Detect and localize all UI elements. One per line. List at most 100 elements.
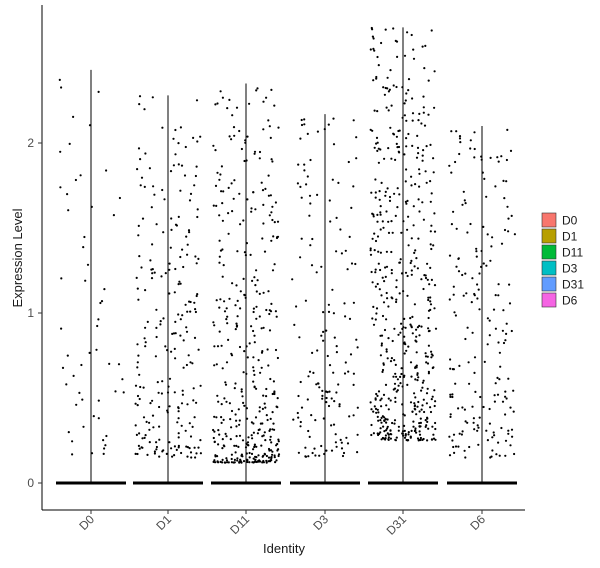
data-point bbox=[140, 176, 144, 179]
data-point bbox=[136, 394, 140, 398]
data-point bbox=[221, 458, 224, 461]
data-point bbox=[369, 48, 372, 51]
data-point bbox=[480, 249, 483, 253]
data-point bbox=[400, 372, 403, 376]
data-point bbox=[377, 250, 380, 253]
data-point bbox=[217, 461, 220, 464]
data-point bbox=[383, 157, 386, 160]
points-d3 bbox=[291, 117, 359, 458]
data-point bbox=[501, 400, 505, 403]
data-point bbox=[251, 279, 254, 282]
data-point bbox=[229, 438, 232, 441]
data-point bbox=[391, 339, 394, 343]
data-point bbox=[173, 291, 176, 294]
data-point bbox=[426, 355, 429, 358]
data-point bbox=[248, 102, 251, 105]
data-point bbox=[161, 188, 164, 192]
data-point bbox=[239, 290, 242, 293]
data-point bbox=[254, 284, 257, 287]
data-point bbox=[454, 382, 457, 385]
data-point bbox=[262, 100, 265, 103]
data-point bbox=[356, 451, 359, 454]
data-point bbox=[429, 300, 432, 303]
data-point bbox=[385, 210, 388, 213]
data-point bbox=[513, 452, 516, 456]
data-point bbox=[348, 317, 352, 320]
data-point bbox=[313, 447, 316, 450]
data-point bbox=[262, 394, 265, 397]
data-point bbox=[395, 85, 398, 89]
data-point bbox=[391, 421, 394, 425]
data-point bbox=[466, 421, 469, 424]
data-point bbox=[189, 435, 193, 438]
data-point bbox=[253, 341, 256, 344]
data-point bbox=[249, 253, 252, 256]
data-point bbox=[356, 346, 359, 349]
data-point bbox=[500, 155, 503, 158]
data-point bbox=[225, 361, 229, 364]
data-point bbox=[489, 156, 492, 159]
data-point bbox=[74, 178, 77, 182]
data-point bbox=[217, 429, 220, 432]
data-point bbox=[380, 342, 383, 345]
data-point bbox=[265, 395, 268, 398]
data-point bbox=[337, 383, 340, 386]
data-point bbox=[228, 297, 231, 300]
data-point bbox=[179, 282, 182, 285]
data-point bbox=[342, 451, 346, 455]
data-point bbox=[429, 200, 432, 203]
data-point bbox=[394, 438, 397, 441]
legend-item-d3: D3 bbox=[541, 260, 578, 276]
data-point bbox=[506, 205, 509, 208]
data-point bbox=[404, 200, 407, 203]
data-point bbox=[407, 244, 410, 247]
data-point bbox=[406, 199, 409, 202]
plot-area bbox=[56, 26, 517, 485]
data-point bbox=[488, 407, 491, 411]
data-point bbox=[370, 408, 373, 411]
data-point bbox=[162, 317, 165, 320]
data-point bbox=[253, 445, 256, 448]
data-point bbox=[303, 169, 306, 172]
data-point bbox=[296, 182, 299, 185]
data-point bbox=[262, 128, 265, 131]
data-point bbox=[463, 408, 466, 411]
data-point bbox=[225, 400, 228, 403]
data-point bbox=[228, 402, 231, 405]
data-point bbox=[248, 461, 251, 464]
data-point bbox=[246, 356, 249, 359]
data-point bbox=[144, 326, 147, 329]
data-point bbox=[416, 437, 420, 440]
data-point bbox=[431, 366, 434, 370]
data-point bbox=[181, 314, 184, 317]
data-point bbox=[144, 152, 147, 155]
data-point bbox=[350, 206, 353, 209]
data-point bbox=[395, 298, 398, 301]
data-point bbox=[417, 152, 420, 155]
data-point bbox=[137, 147, 141, 150]
data-point bbox=[274, 201, 277, 204]
data-point bbox=[384, 383, 388, 386]
data-point bbox=[197, 446, 200, 449]
data-point bbox=[250, 452, 254, 455]
data-point bbox=[355, 136, 358, 139]
data-point bbox=[374, 196, 377, 199]
data-point bbox=[461, 406, 464, 409]
data-point bbox=[246, 441, 250, 444]
data-point bbox=[449, 393, 452, 396]
data-point bbox=[411, 332, 414, 335]
data-point bbox=[244, 141, 247, 144]
data-point bbox=[231, 114, 234, 117]
data-point bbox=[274, 461, 277, 464]
data-point bbox=[172, 137, 175, 140]
data-point bbox=[454, 160, 457, 164]
data-point bbox=[381, 220, 384, 223]
data-point bbox=[433, 404, 436, 408]
data-point bbox=[429, 143, 432, 146]
data-point bbox=[414, 249, 417, 252]
data-point bbox=[325, 390, 328, 393]
data-point bbox=[194, 174, 197, 178]
data-point bbox=[458, 364, 461, 367]
data-point bbox=[146, 453, 149, 456]
data-point bbox=[262, 203, 265, 206]
